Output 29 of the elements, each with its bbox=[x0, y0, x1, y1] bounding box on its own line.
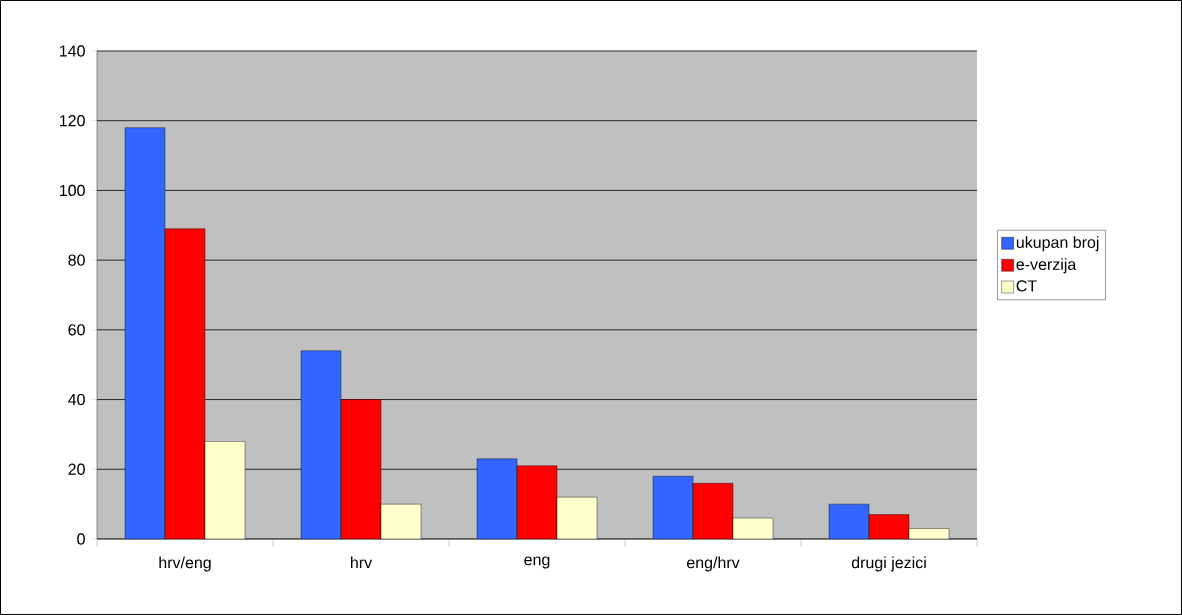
bar bbox=[477, 458, 518, 539]
bar bbox=[381, 504, 422, 539]
y-tick-label: 0 bbox=[77, 533, 85, 545]
bar bbox=[165, 228, 206, 539]
legend-label: e-verzija bbox=[1016, 258, 1077, 274]
y-tick-label: 100 bbox=[60, 184, 85, 197]
x-tick-label: drugi jezici bbox=[851, 556, 926, 572]
y-tick-label: 40 bbox=[68, 393, 85, 406]
bar bbox=[653, 476, 694, 539]
x-tick-label: hrv/eng bbox=[159, 556, 211, 572]
bar bbox=[693, 483, 734, 539]
y-tick-label: 20 bbox=[68, 463, 85, 475]
legend-label: CT bbox=[1016, 280, 1037, 292]
y-tick-label: 140 bbox=[60, 45, 85, 57]
bar bbox=[205, 441, 246, 539]
bar bbox=[868, 514, 910, 539]
bar bbox=[557, 497, 598, 539]
x-tick-label: hrv bbox=[351, 556, 373, 569]
bar bbox=[341, 399, 382, 539]
bar bbox=[517, 465, 558, 539]
x-tick-label: eng/hrv bbox=[687, 556, 740, 572]
legend-label: ukupan broj bbox=[1016, 236, 1099, 252]
y-tick-label: 80 bbox=[68, 254, 85, 266]
y-tick-label: 60 bbox=[68, 324, 85, 336]
y-tick-label: 120 bbox=[60, 115, 85, 127]
x-tick-label: eng bbox=[524, 556, 550, 569]
bar bbox=[828, 503, 870, 539]
bar bbox=[125, 127, 166, 539]
bar bbox=[301, 350, 342, 539]
